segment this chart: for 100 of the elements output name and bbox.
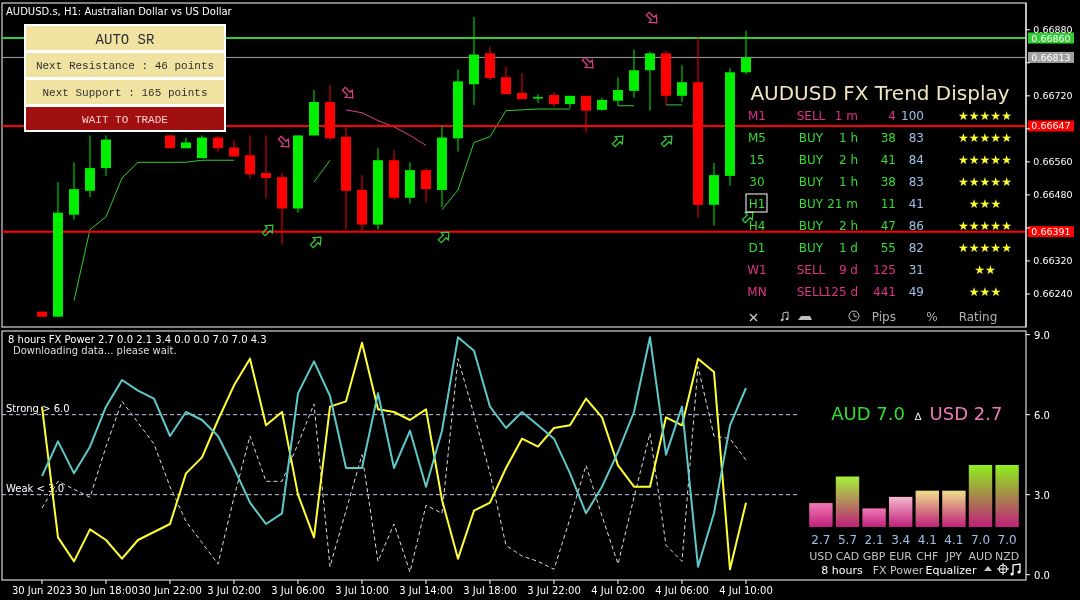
x-tick-label: AUD <box>968 550 993 563</box>
candlestick <box>421 167 431 203</box>
ref-line-label: Strong > 6.0 <box>6 402 70 414</box>
annotation: D1 <box>748 241 766 255</box>
data-label: 2.7 <box>811 533 831 547</box>
annotation: 86 <box>908 219 924 233</box>
y-tick-label: 0.66560 <box>1033 155 1073 167</box>
x-tick-label: 3 Jul 22:00 <box>527 585 581 596</box>
x-tick-label: 30 Jun 22:00 <box>138 585 202 596</box>
annotation: 82 <box>908 241 924 255</box>
annotation: ★★ <box>974 263 996 277</box>
ref-line-label: 0.66813 <box>1031 51 1071 63</box>
x-tick-label: 4 Jul 10:00 <box>719 585 773 596</box>
annotation: ★★★★★ <box>958 241 1012 255</box>
annotation: 83 <box>908 175 924 189</box>
annotation: Pips <box>871 310 896 324</box>
annotation: 125 d <box>823 285 858 299</box>
y-tick-label: 3.0 <box>1034 489 1050 501</box>
annotation: W1 <box>747 263 767 277</box>
annotation: ★★★ <box>968 285 1002 299</box>
x-tick-label: CAD <box>835 550 860 563</box>
annotation: 49 <box>908 285 924 299</box>
annotation: WAIT TO TRADE <box>82 114 169 126</box>
candlestick <box>677 64 687 103</box>
bar <box>942 490 966 527</box>
bar <box>915 490 939 527</box>
annotation: ★★★★★ <box>958 153 1012 167</box>
annotation: 30 <box>749 175 765 189</box>
candlestick <box>501 66 511 95</box>
annotation: 38 <box>880 131 896 145</box>
annotation: 1 h <box>838 175 858 189</box>
annotation: 2 h <box>838 153 858 167</box>
annotation: 41 <box>908 197 924 211</box>
annotation: 8 hours <box>821 564 863 577</box>
y-tick-label: 0.66320 <box>1033 254 1073 266</box>
annotation: M5 <box>748 131 766 145</box>
annotation: 83 <box>908 131 924 145</box>
candlestick <box>645 51 655 112</box>
x-tick-label: 4 Jul 06:00 <box>655 585 709 596</box>
annotation: ★★★ <box>968 197 1002 211</box>
data-label: 7.0 <box>970 533 991 547</box>
annotation: M1 <box>748 109 766 123</box>
annotation: Next Resistance : 46 points <box>35 60 215 72</box>
candlestick <box>613 76 623 107</box>
data-label: 3.4 <box>891 533 911 547</box>
x-tick-label: 3 Jul 02:00 <box>207 585 261 596</box>
annotation: ★★★★★ <box>958 175 1012 189</box>
chart-title: 8 hours FX Power 2.7 0.0 2.1 3.4 0.0 0.0 7.0 7.0 4.3 <box>8 334 267 345</box>
y-tick-label: 6.0 <box>1034 409 1050 421</box>
candlestick <box>533 93 543 104</box>
data-label: 4.1 <box>944 533 964 547</box>
annotation: BUY <box>798 175 824 189</box>
bar <box>889 496 913 527</box>
annotation: Equalizer <box>925 564 977 577</box>
bar <box>809 503 833 527</box>
candlestick <box>85 134 95 198</box>
annotation: 2 h <box>838 219 858 233</box>
annotation: BUY <box>798 197 824 211</box>
annotation: BUY <box>798 153 824 167</box>
annotation: ★★★★★ <box>958 219 1012 233</box>
x-tick-label: JPY <box>944 550 963 563</box>
annotation: SELL <box>796 109 826 123</box>
line-series <box>345 109 427 146</box>
candlestick <box>245 134 255 179</box>
annotation: BUY <box>798 219 824 233</box>
annotation: Next Support : 165 points <box>42 87 208 99</box>
annotation: ★★★★★ <box>958 131 1012 145</box>
annotation: ★★★★★ <box>958 109 1012 123</box>
annotation: 4 <box>888 109 896 123</box>
annotation: 31 <box>908 263 924 277</box>
x-tick-label: 3 Jul 18:00 <box>463 585 517 596</box>
bar <box>995 465 1019 527</box>
annotation: 41 <box>880 153 896 167</box>
candlestick <box>629 49 639 99</box>
y-tick-label: 0.66480 <box>1033 188 1073 200</box>
annotation: 1 h <box>838 131 858 145</box>
x-tick-label: USD <box>809 550 833 563</box>
annotation: 1 m <box>834 109 858 123</box>
text: AUDUSD FX Trend Display <box>750 81 1010 105</box>
annotation: 84 <box>908 153 924 167</box>
x-tick-label: 30 Jun 2023 <box>11 585 73 596</box>
y-tick-label: 0.0 <box>1034 569 1050 581</box>
annotation: Rating <box>958 310 998 324</box>
annotation: FX Power <box>872 564 924 577</box>
data-label: 5.7 <box>837 533 858 547</box>
x-tick-label: NZD <box>994 550 1020 563</box>
x-tick-label: CHF <box>916 550 939 563</box>
bar <box>835 476 860 527</box>
x-tick-label: GBP <box>862 550 886 563</box>
annotation: AUD 7.0 <box>831 403 905 424</box>
annotation: 1 d <box>838 241 858 255</box>
y-tick-label: 0.66720 <box>1033 89 1073 101</box>
ref-line-label: 0.66391 <box>1031 226 1071 238</box>
annotation: BUY <box>798 241 824 255</box>
y-tick-label: 0.66880 <box>1033 23 1073 35</box>
annotation: 15 <box>749 153 765 167</box>
annotation: 100 <box>901 109 924 123</box>
annotation: AUTO SR <box>95 32 155 48</box>
text: Downloading data... please wait. <box>13 345 177 356</box>
x-tick-label: 30 Jun 18:00 <box>74 585 138 596</box>
